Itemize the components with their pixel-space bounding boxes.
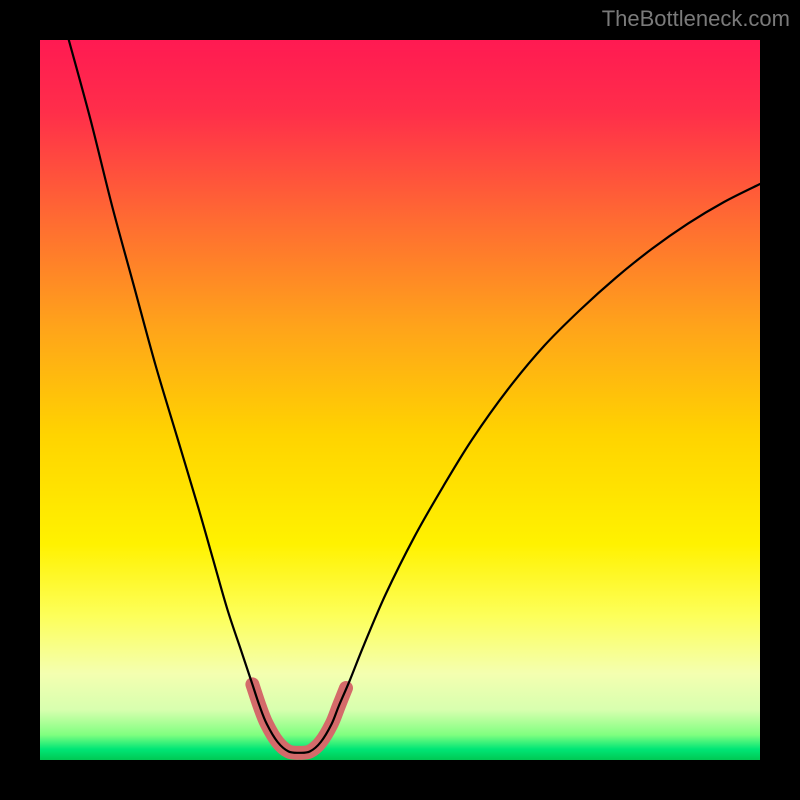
highlight-band bbox=[252, 684, 346, 752]
figure-container: TheBottleneck.com bbox=[0, 0, 800, 800]
watermark-text: TheBottleneck.com bbox=[602, 6, 790, 32]
chart-curve-layer bbox=[40, 40, 760, 760]
bottleneck-curve bbox=[69, 40, 760, 753]
plot-area bbox=[40, 40, 760, 760]
